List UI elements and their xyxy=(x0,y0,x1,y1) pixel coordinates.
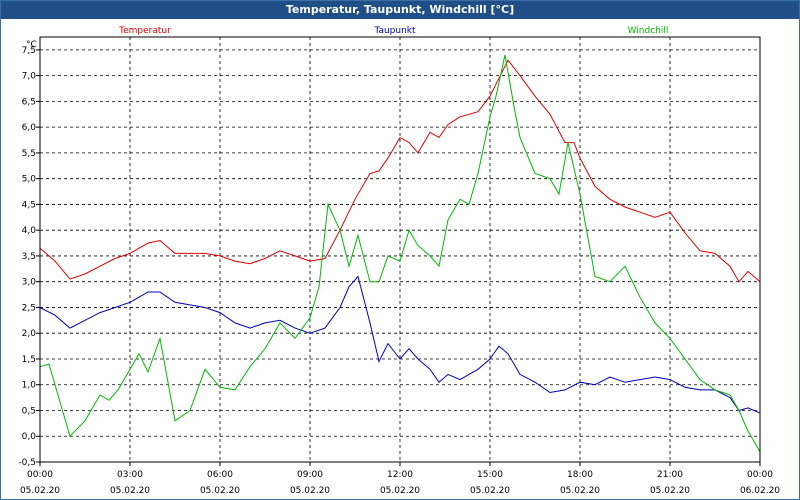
x-tick-time-label: 06:00 xyxy=(207,470,233,480)
x-tick-date-label: 05.02.20 xyxy=(650,486,690,496)
x-tick-date-label: 05.02.20 xyxy=(560,486,600,496)
y-tick-label: 7,5 xyxy=(22,46,36,56)
series-line-taupunkt xyxy=(39,275,761,414)
x-tick-date-label: 05.02.20 xyxy=(20,486,60,496)
legend: Temperatur Taupunkt Windchill xyxy=(118,26,668,36)
x-tick-time-label: 09:00 xyxy=(297,470,323,480)
series-lines xyxy=(39,54,761,452)
y-tick-label: 0,5 xyxy=(22,406,36,416)
x-tick-date-label: 06.02.20 xyxy=(740,486,780,496)
x-tick-date-label: 05.02.20 xyxy=(110,486,150,496)
y-tick-label: 1,0 xyxy=(22,381,37,391)
x-tick-time-label: 12:00 xyxy=(387,470,413,480)
x-tick-time-label: 00:00 xyxy=(27,470,53,480)
x-tick-time-label: 03:00 xyxy=(117,470,143,480)
x-tick-time-label: 18:00 xyxy=(567,470,593,480)
x-tick-date-label: 05.02.20 xyxy=(200,486,240,496)
x-tick-time-label: 00:00 xyxy=(747,470,773,480)
legend-entry-windchill: Windchill xyxy=(628,26,669,36)
series-line-windchill xyxy=(39,54,761,452)
x-axis: 00:00 05.02.20 03:00 05.02.20 06:00 05.02.20 0… xyxy=(20,462,780,496)
y-tick-label: 6,0 xyxy=(22,123,37,133)
legend-entry-taupunkt: Taupunkt xyxy=(373,26,416,36)
y-tick-label: 3,0 xyxy=(22,278,37,288)
y-axis-unit-label: °C xyxy=(26,40,37,50)
x-tick-date-label: 05.02.20 xyxy=(470,486,510,496)
y-tick-label: 5,0 xyxy=(22,175,37,185)
y-tick-label: 6,5 xyxy=(22,97,36,107)
x-tick-date-label: 05.02.20 xyxy=(290,486,330,496)
y-tick-label: 4,5 xyxy=(22,200,36,210)
chart-title-bar: Temperatur, Taupunkt, Windchill [°C] xyxy=(1,1,799,19)
series-line-temperatur xyxy=(39,59,761,283)
x-tick-date-label: 05.02.20 xyxy=(380,486,420,496)
x-tick-time-label: 15:00 xyxy=(477,470,503,480)
x-tick-time-label: 21:00 xyxy=(657,470,683,480)
y-tick-label: 2,0 xyxy=(22,329,37,339)
y-axis: -0,5 0,0 0,5 1,0 1,5 2,0 2,5 3,0 3,5 4,0 4,5 5,0 5,5… xyxy=(18,46,40,468)
y-tick-label: -0,5 xyxy=(18,458,36,468)
y-tick-label: 3,5 xyxy=(22,252,36,262)
y-tick-label: 1,5 xyxy=(22,355,36,365)
y-tick-label: 0,0 xyxy=(22,432,37,442)
grid xyxy=(40,37,760,463)
legend-entry-temperatur: Temperatur xyxy=(118,26,171,36)
y-tick-label: 2,5 xyxy=(22,303,36,313)
y-tick-label: 4,0 xyxy=(22,226,37,236)
y-tick-label: 5,5 xyxy=(22,149,36,159)
y-tick-label: 7,0 xyxy=(22,72,37,82)
